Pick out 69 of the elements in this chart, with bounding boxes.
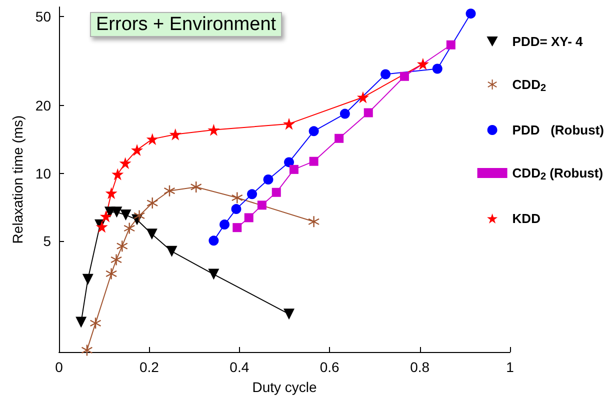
point	[100, 210, 112, 222]
point	[220, 220, 230, 230]
point	[257, 200, 266, 210]
point	[232, 192, 243, 204]
y-tick-label: 5	[43, 232, 52, 249]
point	[81, 344, 92, 356]
point	[308, 216, 320, 228]
point	[247, 189, 258, 200]
legend-label: KDD	[512, 211, 540, 226]
point	[164, 185, 175, 196]
point	[284, 157, 294, 168]
point	[284, 308, 295, 320]
chart-title: Errors + Environment	[96, 14, 277, 35]
x-tick-label: 1	[506, 359, 514, 375]
point	[208, 236, 219, 246]
y-tick-label: 50	[35, 8, 52, 24]
point	[76, 316, 87, 328]
point	[400, 72, 409, 81]
point	[340, 108, 350, 119]
point	[208, 268, 220, 280]
point	[244, 213, 254, 222]
point	[446, 40, 456, 50]
x-tick-label: 0.8	[410, 359, 430, 375]
point	[380, 69, 391, 80]
y-tick-label: 10	[35, 165, 52, 182]
x-tick-label: 0.6	[320, 359, 340, 375]
point	[190, 181, 202, 192]
point	[289, 164, 298, 174]
point	[232, 223, 242, 232]
point	[146, 228, 158, 240]
point	[231, 204, 242, 214]
point	[166, 246, 178, 257]
point	[364, 108, 373, 118]
point	[82, 274, 94, 285]
point	[416, 58, 429, 70]
x-axis-title: Duty cycle	[252, 379, 317, 395]
y-axis-title: Relaxation time (ms)	[10, 115, 26, 244]
point	[96, 220, 108, 233]
point	[131, 144, 144, 156]
legend-label: PDD= XY- 4	[512, 34, 584, 49]
x-tick-label: 0	[55, 359, 64, 375]
point	[134, 210, 145, 222]
point	[334, 134, 344, 143]
point	[146, 198, 158, 209]
point	[111, 206, 122, 218]
point	[263, 174, 274, 185]
x-tick-label: 0.2	[139, 359, 160, 375]
point	[106, 268, 117, 280]
point	[309, 156, 318, 166]
point	[272, 188, 281, 197]
point	[466, 8, 476, 19]
point	[432, 64, 442, 74]
point	[116, 240, 128, 252]
point	[112, 168, 124, 180]
legend-label: PDD (Robust)	[512, 122, 604, 138]
point	[169, 128, 182, 140]
point	[356, 91, 369, 104]
point	[308, 126, 319, 136]
x-tick-label: 0.4	[230, 359, 250, 375]
point	[124, 222, 135, 234]
point	[110, 254, 122, 266]
point	[119, 157, 132, 170]
y-tick-label: 20	[35, 98, 52, 114]
point	[208, 124, 220, 136]
point	[283, 118, 296, 130]
point	[90, 318, 102, 329]
point	[146, 133, 158, 146]
point	[120, 209, 132, 220]
point	[105, 187, 118, 200]
